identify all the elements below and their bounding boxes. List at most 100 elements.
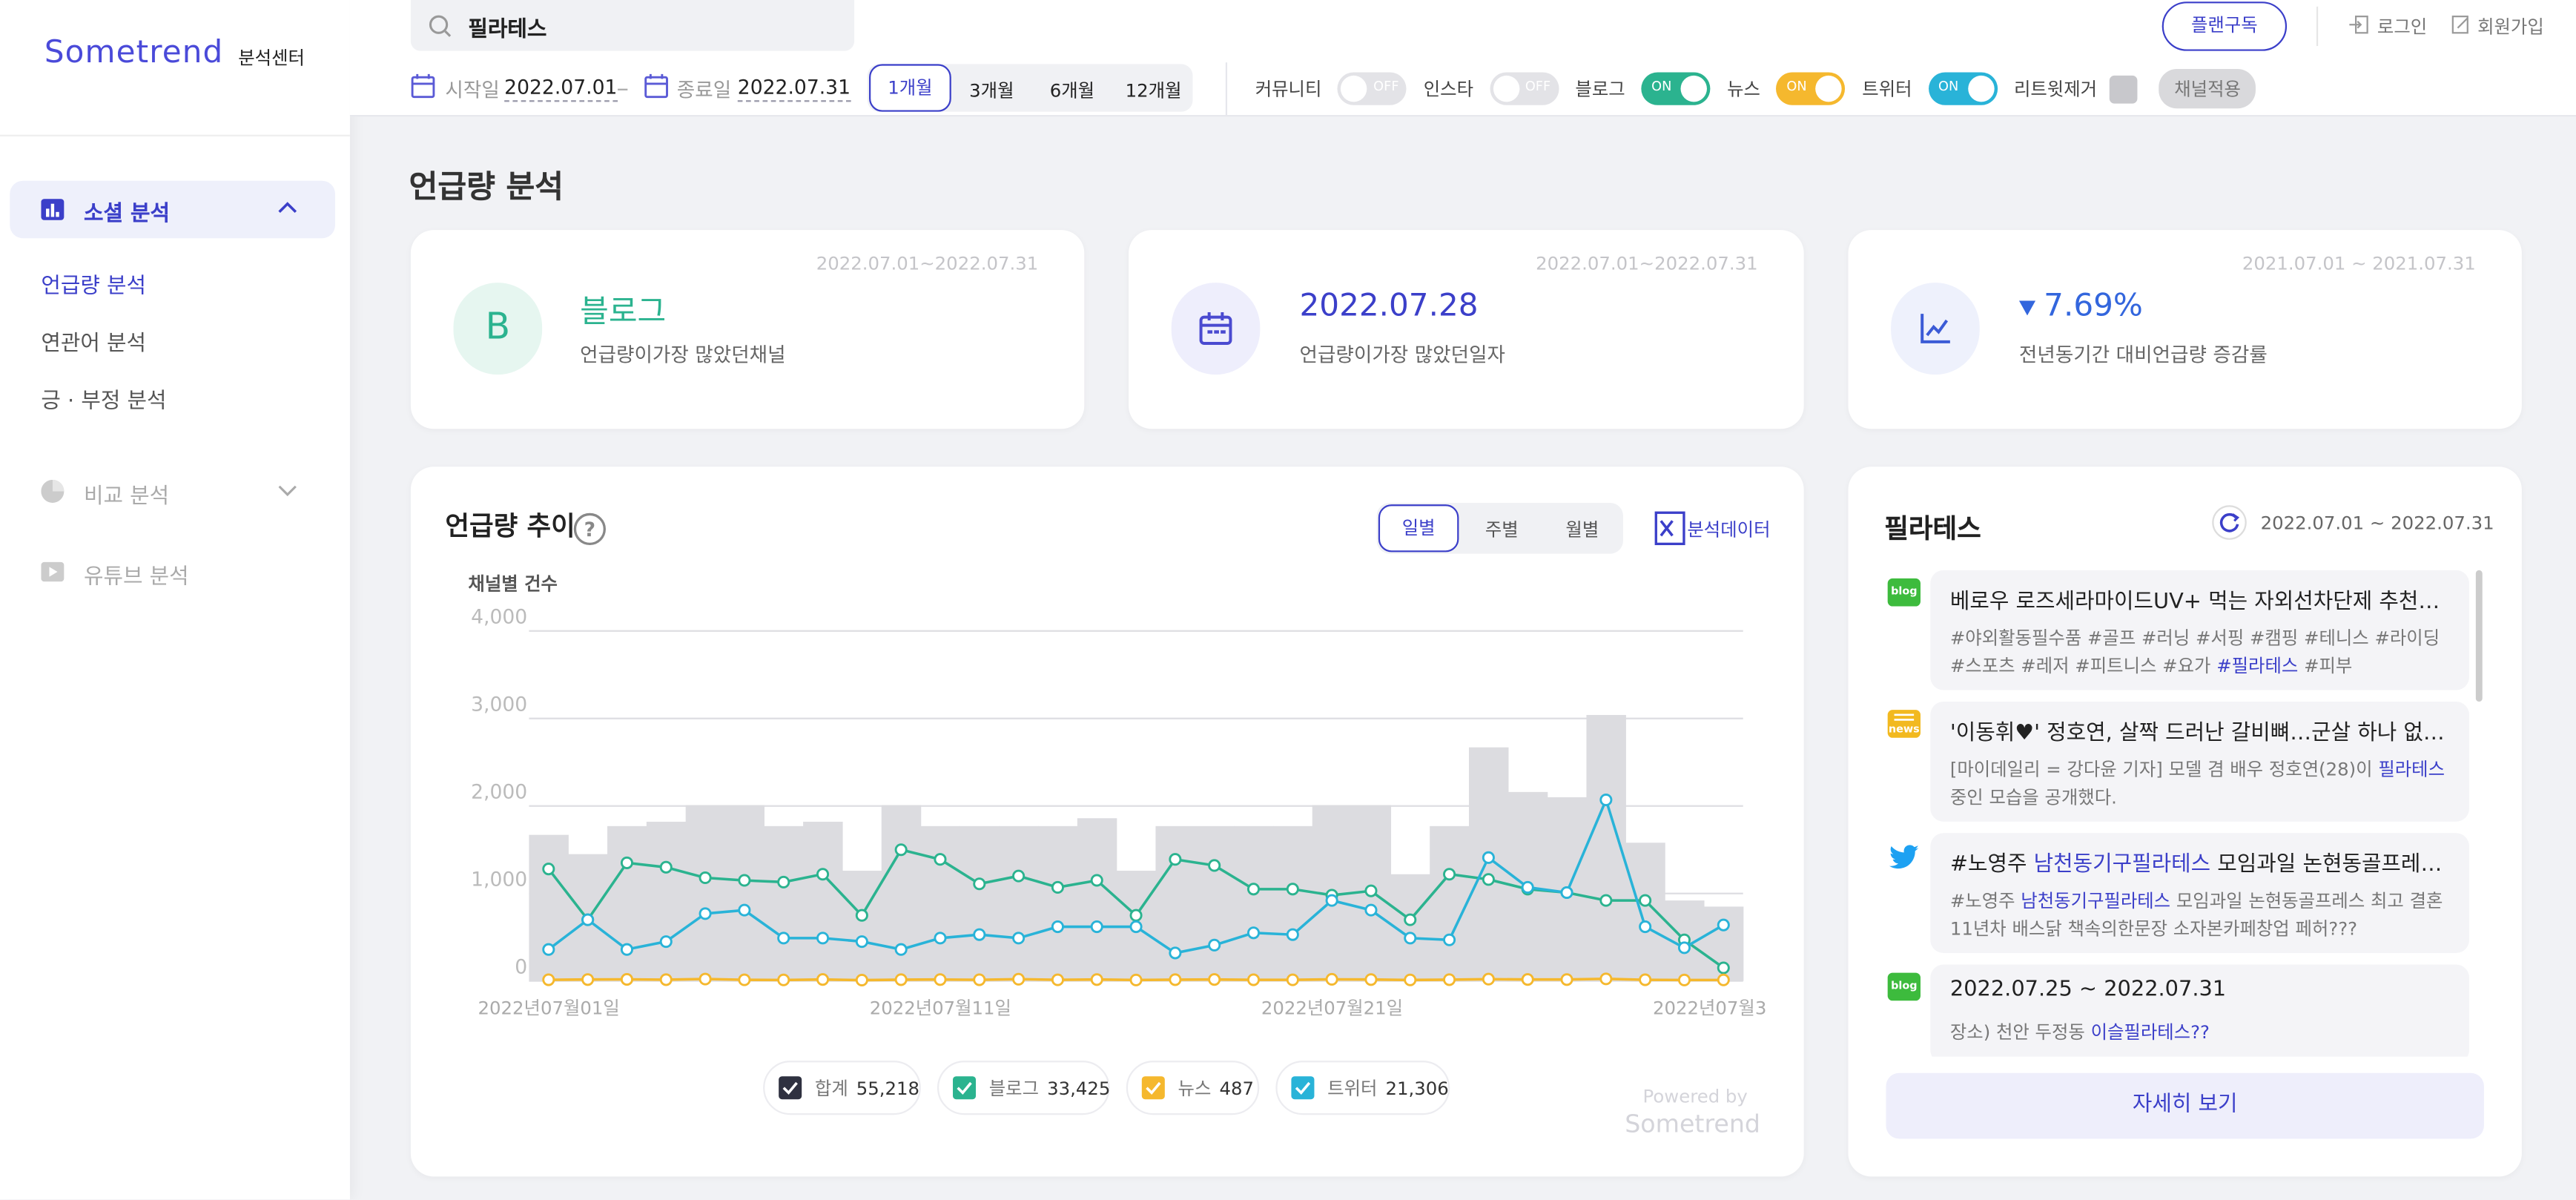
data-point [1286,928,1299,941]
channel-label: 블로그 [1575,79,1625,101]
news-item-body: #야외활동필수품 #골프 #러닝 #서핑 #캠핑 #테니스 #라이딩 #스포츠 … [1950,624,2453,680]
data-point [855,973,868,987]
switch-state: ON [1651,79,1672,94]
area-column [1038,825,1078,981]
legend-item[interactable]: 뉴스 487 [1126,1061,1260,1115]
news-range: 2022.07.01 ~ 2022.07.31 [2260,512,2494,535]
search-icon [429,15,452,37]
data-point [581,913,595,926]
news-item-title: 베로우 로즈세라마이드UV+ 먹는 자외선차단제 추천해요! [1949,590,2453,615]
source-icon [1889,845,1919,869]
data-point [777,932,790,945]
data-point [542,863,555,876]
channel-label: 커뮤니티 [1255,79,1322,101]
data-point [1560,886,1573,900]
period-tab[interactable]: 1개월 [869,64,951,112]
channel-switch[interactable]: OFF [1490,72,1559,105]
logo[interactable]: Sometrend [44,34,224,71]
subscribe-button[interactable]: 플랜구독 [2161,1,2288,51]
channel-label: 트위터 [1862,79,1912,101]
tab[interactable]: 주별 [1484,519,1519,541]
legend-label: 트위터 21,306 [1327,1078,1449,1099]
more-button[interactable]: 자세히 보기 [1886,1072,2484,1139]
data-point [1012,972,1026,986]
area-column [1625,843,1665,981]
login-link[interactable]: 로그인 [2377,16,2428,38]
menu-active[interactable]: 소셜 분석 [10,180,335,239]
data-point [1404,973,1417,986]
channel-switch[interactable]: ON [1928,72,1998,105]
data-point [699,972,712,986]
signup-link[interactable]: 회원가입 [2477,16,2544,38]
data-point [738,874,751,887]
card-value: 2022.07.28 [1299,287,1479,324]
keyword: #필라테스 [2216,656,2299,677]
news-title: 필라테스 [1884,512,1981,544]
calendar-icon [644,73,668,99]
channel-switch[interactable]: ON [1641,72,1711,105]
excel-icon[interactable] [1654,511,1685,546]
export-link[interactable]: 분석데이터 [1687,519,1771,541]
legend-item[interactable]: 트위터 21,306 [1275,1061,1450,1115]
period-tab[interactable]: 3개월 [969,80,1014,102]
area-column [920,825,961,981]
area-column [1468,747,1509,981]
menu-label[interactable]: 비교 분석 [83,484,170,510]
tab[interactable]: 월별 [1565,519,1599,541]
data-point [1482,972,1495,986]
legend-item[interactable]: 합계 55,218 [763,1061,921,1115]
area-column [803,821,843,981]
news-item[interactable]: 베로우 로즈세라마이드UV+ 먹는 자외선차단제 추천해요! #야외활동필수품 … [1930,570,2469,690]
data-point [894,843,908,857]
area-column [764,825,804,981]
sidebar: Sometrend 분석센터 소셜 분석 언급량 분석 연관어 분석 긍 · 부… [0,0,350,1200]
data-point [1599,894,1613,907]
legend-item[interactable]: 블로그 33,425 [937,1061,1110,1115]
news-item-title: 2022.07.25 ~ 2022.07.31 [1949,978,2227,1003]
menu-label[interactable]: 유튜브 분석 [83,565,189,590]
source-label: blog [1891,980,1917,992]
retweet-checkbox[interactable] [2110,74,2139,103]
search-box[interactable]: 필라테스 [410,0,855,51]
data-point [816,932,830,945]
news-item-body: 장소) 천안 두정동 이슬필라테스?? [1950,1019,2453,1047]
data-point [659,860,673,874]
start-date[interactable]: 2022.07.01 [504,76,618,102]
channel-switch[interactable]: ON [1777,72,1846,105]
submenu-item[interactable]: 언급량 분석 [41,274,147,300]
data-point [1677,941,1691,955]
end-date[interactable]: 2022.07.31 [737,76,851,102]
news-item[interactable]: '이동휘♥' 정호연, 살짝 드러난 갈비뼈…군살 하나 없는 몸매 [마이데일… [1930,702,2469,822]
end-label: 종료일 [676,79,732,102]
area-column [685,805,726,981]
help-icon[interactable]: ? [573,512,606,546]
tab[interactable]: 일별 [1378,504,1459,553]
data-point [1443,973,1456,986]
refresh-icon[interactable] [2211,504,2248,541]
data-point [1717,918,1730,932]
data-point [1051,880,1064,894]
legend-check [1146,1081,1161,1095]
news-item[interactable]: 2022.07.25 ~ 2022.07.31 장소) 천안 두정동 이슬필라테… [1930,964,2469,1057]
channel-switch[interactable]: OFF [1338,72,1407,105]
data-point [1208,859,1221,872]
submenu-item[interactable]: 긍 · 부정 분석 [41,389,167,415]
apply-button[interactable]: 채널적용 [2159,69,2256,109]
data-point [1208,938,1221,952]
keyword: 이슬필라테스?? [2090,1022,2210,1044]
data-point [1364,884,1378,897]
data-point [1246,883,1261,896]
area-column [646,821,687,981]
data-point [934,932,947,945]
y-tick-label: 2,000 [471,781,527,804]
period-tab[interactable]: 12개월 [1125,80,1182,102]
legend-check [782,1081,798,1095]
data-point [1208,973,1221,986]
period-tab[interactable]: 6개월 [1049,80,1095,102]
switch-state: ON [1786,79,1807,94]
legend-name: 합계 [815,1078,848,1099]
news-item[interactable]: #노영주 남천동기구필라테스 모임과일 논현동골프레스 최… #노영주 남천동기… [1930,833,2469,954]
news-item-body: #노영주 남천동기구필라테스 모임과일 논현동골프레스 최고 결혼11년차 배스… [1950,887,2453,943]
submenu-item[interactable]: 연관어 분석 [41,332,147,357]
menu-icon [41,479,65,503]
